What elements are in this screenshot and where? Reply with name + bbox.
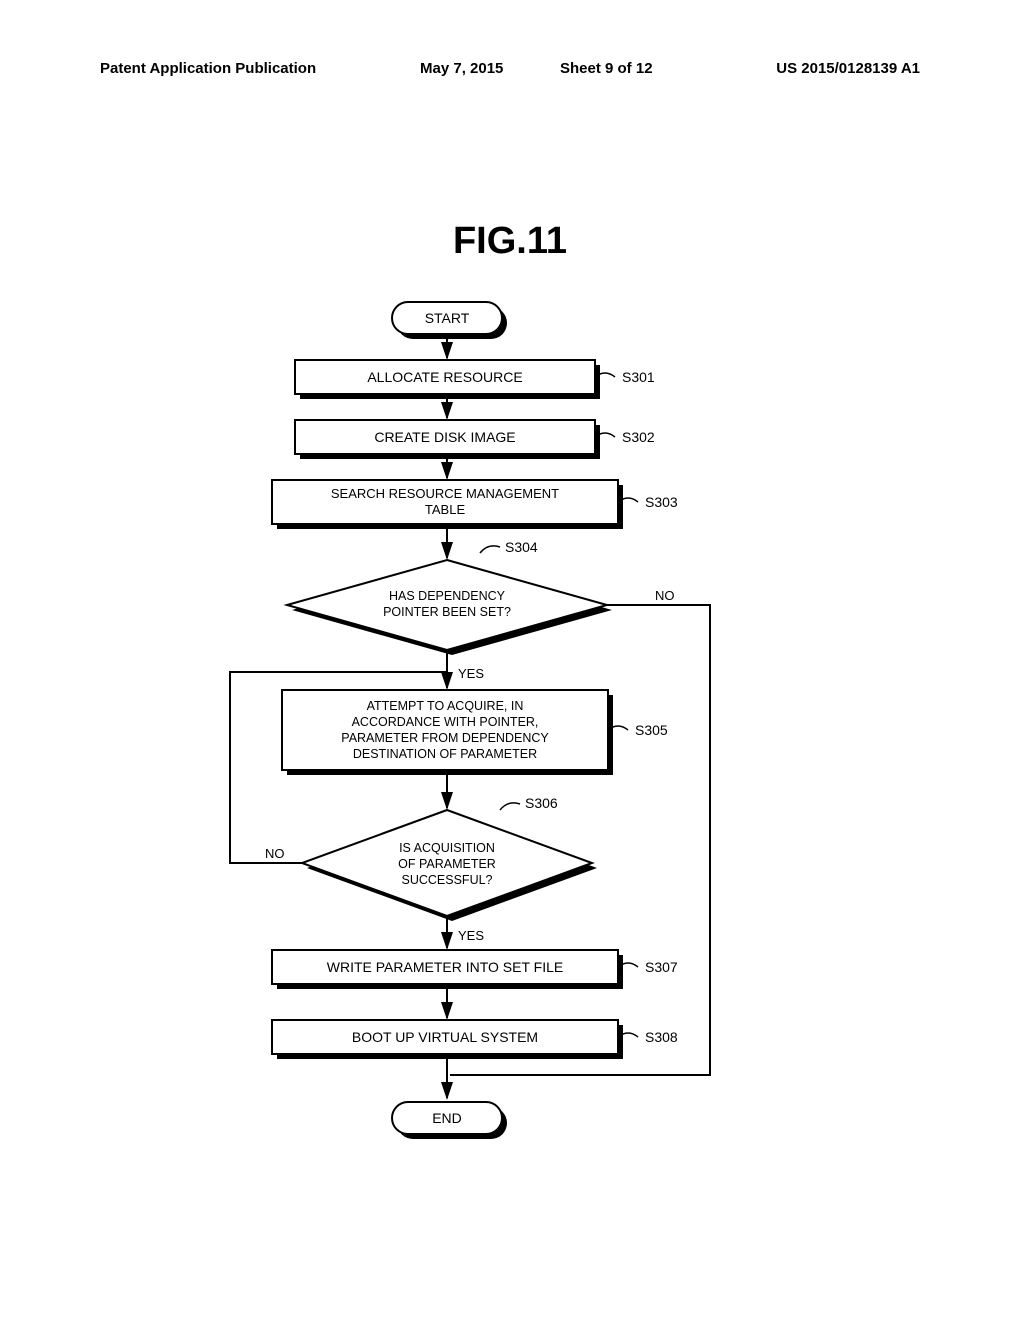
step-s306: IS ACQUISITION OF PARAMETER SUCCESSFUL? … [302, 795, 597, 921]
s304-no: NO [655, 588, 675, 603]
page: Patent Application Publication May 7, 20… [0, 0, 1020, 1320]
svg-text:POINTER BEEN SET?: POINTER BEEN SET? [383, 605, 511, 619]
flowchart: START ALLOCATE RESOURCE S301 CREATE DISK… [150, 300, 870, 1260]
s308-tag: S308 [645, 1029, 678, 1045]
s307-tag: S307 [645, 959, 678, 975]
step-s303: SEARCH RESOURCE MANAGEMENT TABLE S303 [272, 480, 678, 529]
svg-text:HAS DEPENDENCY: HAS DEPENDENCY [389, 589, 506, 603]
s306-yes: YES [458, 928, 484, 943]
svg-text:TABLE: TABLE [425, 502, 466, 517]
sheet-label: Sheet 9 of 12 [560, 60, 653, 77]
pubno-label: US 2015/0128139 A1 [776, 60, 920, 77]
svg-text:IS ACQUISITION: IS ACQUISITION [399, 841, 495, 855]
svg-text:ACCORDANCE WITH POINTER,: ACCORDANCE WITH POINTER, [352, 715, 539, 729]
svg-text:PARAMETER FROM DEPENDENCY: PARAMETER FROM DEPENDENCY [341, 731, 549, 745]
figure-title: FIG.11 [0, 220, 1020, 263]
start-terminal: START [392, 302, 507, 339]
step-s307: WRITE PARAMETER INTO SET FILE S307 [272, 950, 678, 989]
step-s301: ALLOCATE RESOURCE S301 [295, 360, 655, 399]
step-s308: BOOT UP VIRTUAL SYSTEM S308 [272, 1020, 678, 1059]
s303-tag: S303 [645, 494, 678, 510]
s306-no: NO [265, 846, 285, 861]
step-s305: ATTEMPT TO ACQUIRE, IN ACCORDANCE WITH P… [282, 690, 668, 775]
s305-tag: S305 [635, 722, 668, 738]
page-header: Patent Application Publication May 7, 20… [100, 60, 920, 77]
s302-tag: S302 [622, 429, 655, 445]
svg-text:OF PARAMETER: OF PARAMETER [398, 857, 496, 871]
s304-tag: S304 [505, 539, 538, 555]
s302-text: CREATE DISK IMAGE [374, 429, 515, 445]
svg-text:ATTEMPT TO ACQUIRE, IN: ATTEMPT TO ACQUIRE, IN [367, 699, 524, 713]
end-label: END [432, 1110, 462, 1126]
step-s302: CREATE DISK IMAGE S302 [295, 420, 655, 459]
s304-yes: YES [458, 666, 484, 681]
date-label: May 7, 2015 [420, 60, 503, 77]
end-terminal: END [392, 1102, 507, 1139]
svg-text:SUCCESSFUL?: SUCCESSFUL? [402, 873, 493, 887]
svg-text:DESTINATION OF PARAMETER: DESTINATION OF PARAMETER [353, 747, 537, 761]
step-s304: HAS DEPENDENCY POINTER BEEN SET? S304 [287, 539, 612, 655]
s301-text: ALLOCATE RESOURCE [367, 369, 522, 385]
s307-text: WRITE PARAMETER INTO SET FILE [327, 959, 563, 975]
s306-tag: S306 [525, 795, 558, 811]
s301-tag: S301 [622, 369, 655, 385]
svg-text:SEARCH RESOURCE MANAGEMENT: SEARCH RESOURCE MANAGEMENT [331, 486, 559, 501]
s308-text: BOOT UP VIRTUAL SYSTEM [352, 1029, 538, 1045]
start-label: START [425, 310, 470, 326]
publication-label: Patent Application Publication [100, 60, 316, 77]
